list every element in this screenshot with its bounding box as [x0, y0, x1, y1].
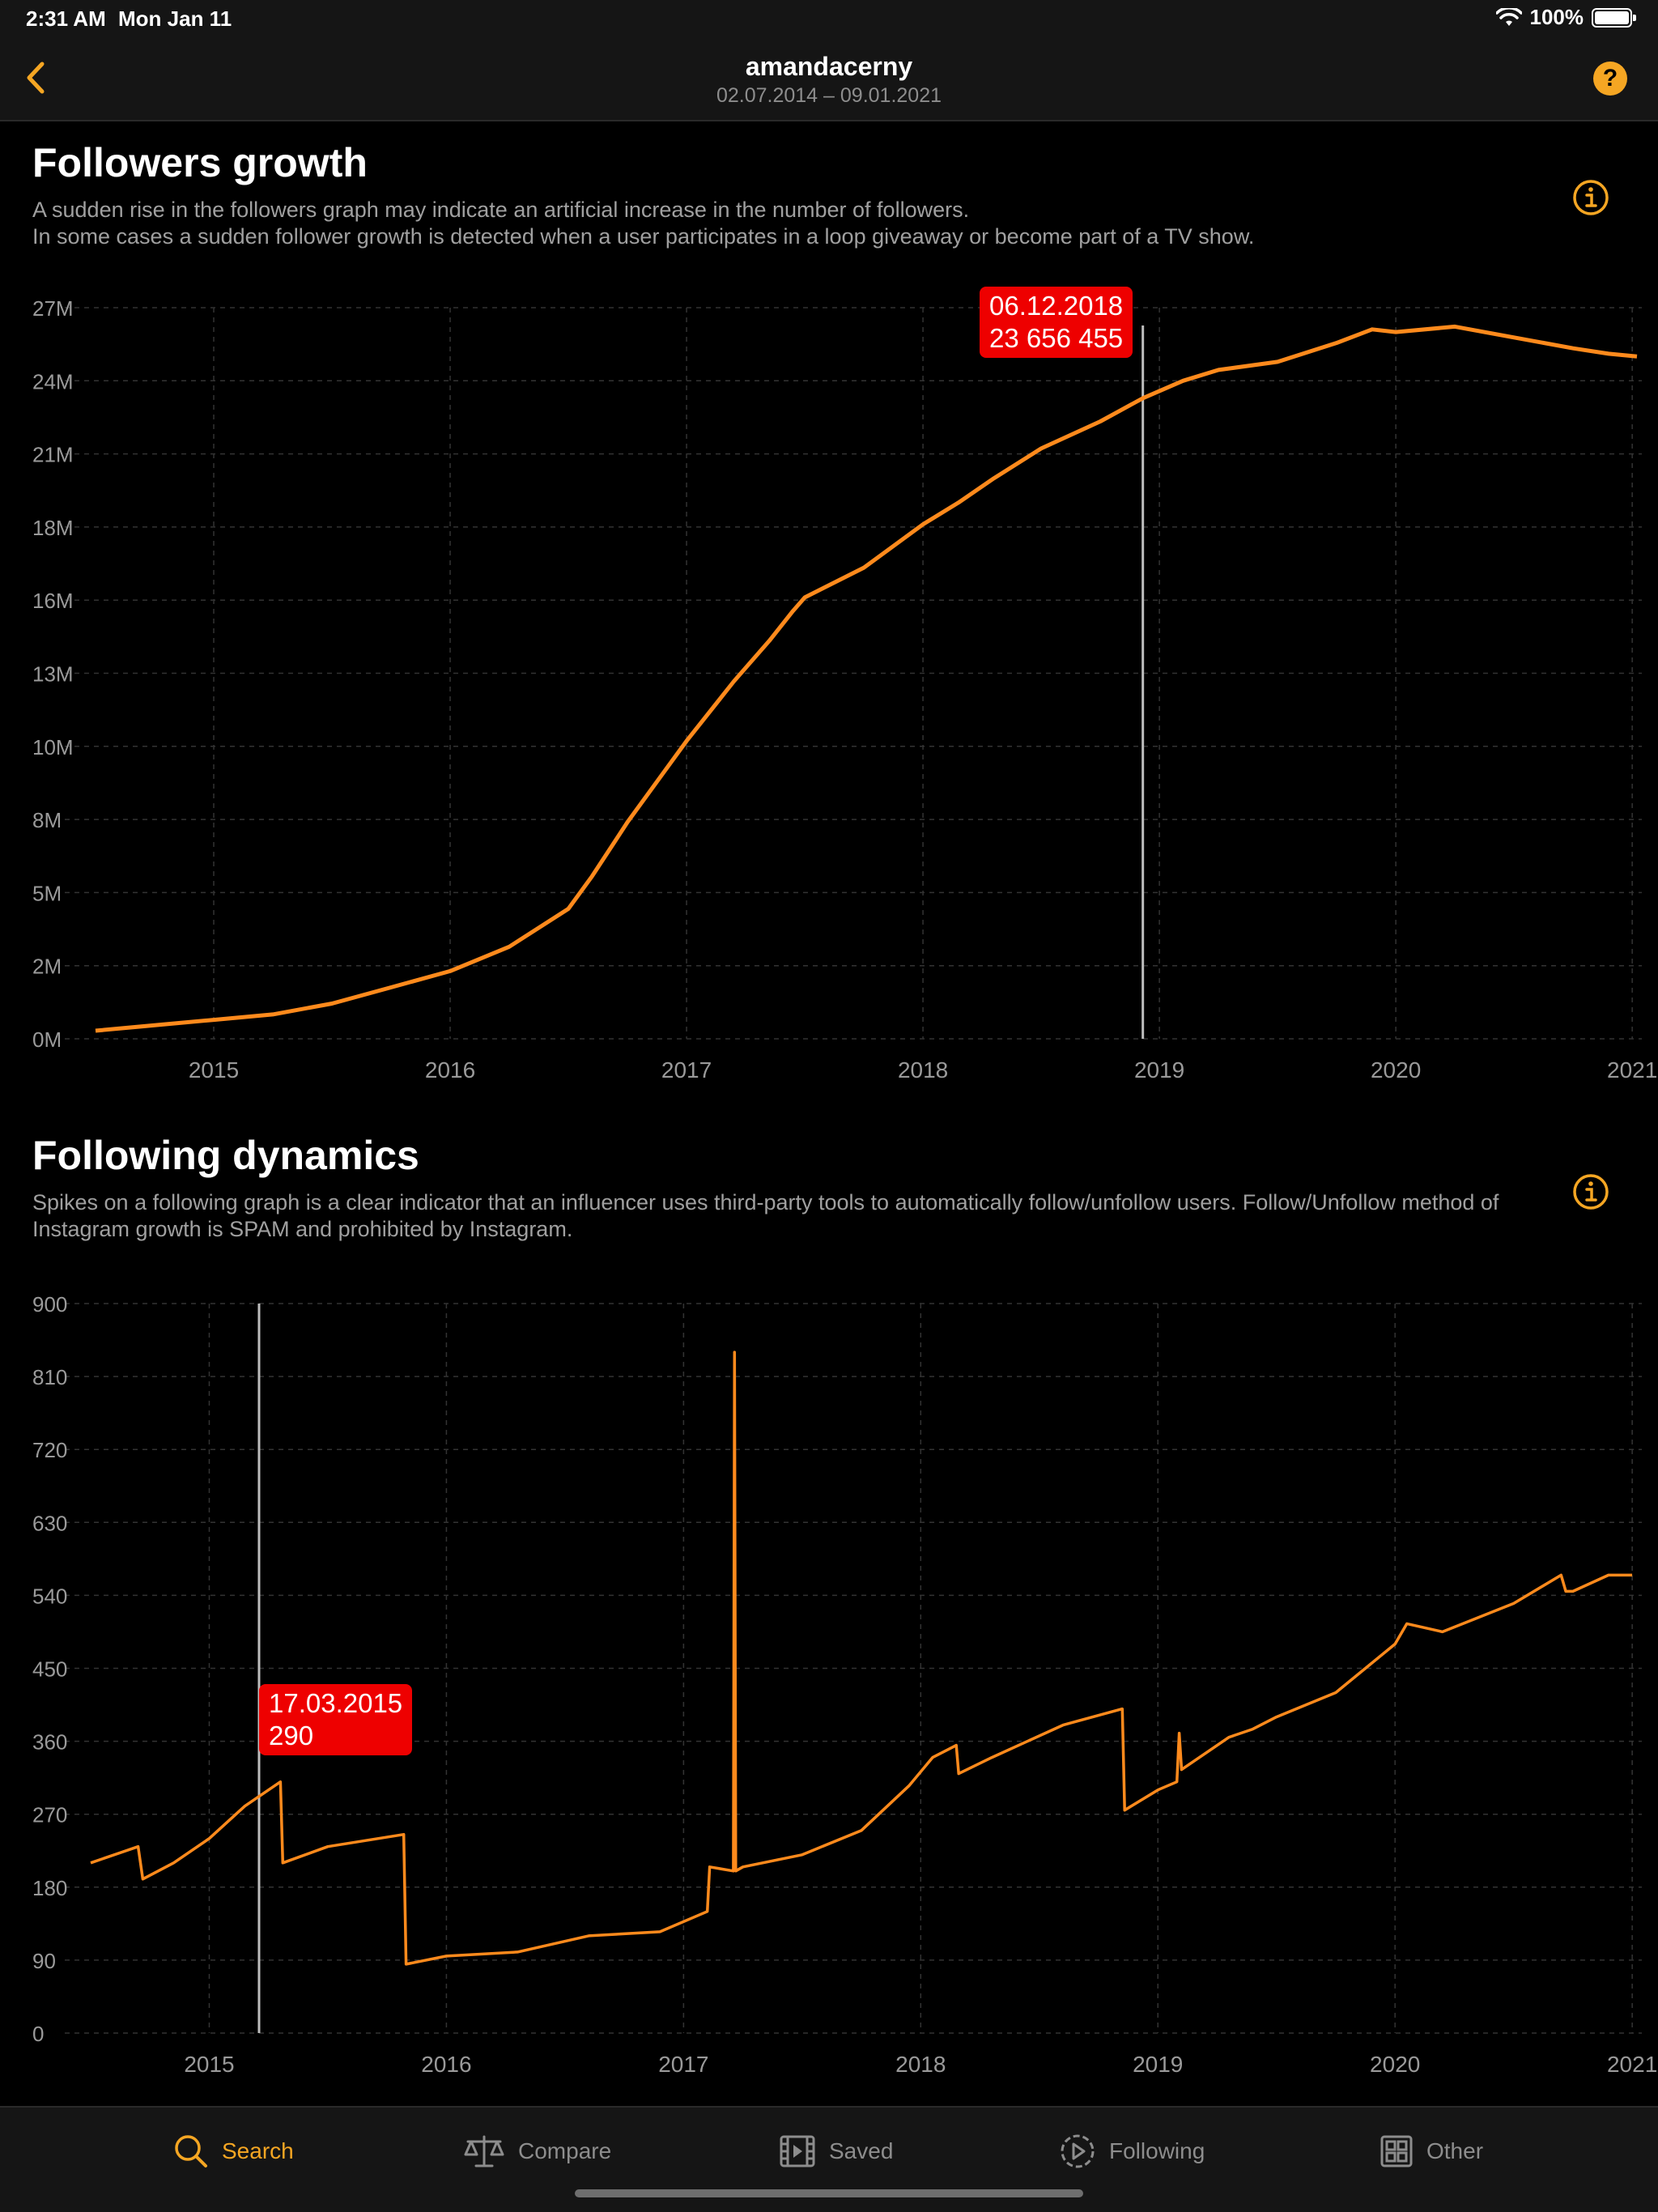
y-tick-label: 180: [32, 1876, 67, 1900]
info-icon[interactable]: [1572, 179, 1609, 216]
chevron-left-icon: [27, 62, 45, 94]
tooltip-date: 17.03.2015: [269, 1688, 403, 1718]
status-date: Mon Jan 11: [118, 6, 232, 31]
following-title: Following dynamics: [32, 1133, 419, 1178]
x-tick-label: 2020: [1370, 2052, 1420, 2077]
tab-label: Saved: [829, 2138, 894, 2163]
tooltip-value: 290: [269, 1721, 314, 1750]
film-icon: [780, 2135, 815, 2167]
battery-icon: [1592, 7, 1636, 28]
y-tick-label: 21M: [32, 443, 74, 467]
y-tick-label: 360: [32, 1730, 67, 1755]
y-tick-label: 900: [32, 1292, 67, 1317]
followers-desc-line2: In some cases a sudden follower growth i…: [32, 224, 1255, 249]
y-tick-label: 0M: [32, 1027, 62, 1052]
y-tick-label: 720: [32, 1438, 67, 1462]
x-tick-label: 2017: [658, 2052, 708, 2077]
followers-title: Followers growth: [32, 140, 368, 185]
tab-other[interactable]: Other: [1380, 2127, 1483, 2176]
wifi-icon: [1495, 7, 1522, 26]
tab-label: Compare: [518, 2138, 612, 2163]
home-indicator: [575, 2189, 1083, 2197]
date-range: 02.07.2014 – 09.01.2021: [716, 84, 942, 107]
status-indicators: 100%: [1495, 5, 1636, 30]
y-tick-label: 18M: [32, 516, 74, 540]
battery-percent: 100%: [1529, 5, 1584, 29]
search-icon: [175, 2135, 207, 2167]
followers-tooltip: 06.12.2018 23 656 455: [980, 287, 1133, 358]
series-line: [95, 324, 1638, 1033]
tab-saved[interactable]: Saved: [779, 2127, 893, 2176]
help-button[interactable]: ?: [1593, 62, 1627, 96]
x-tick-label: 2017: [661, 1057, 712, 1083]
tab-search[interactable]: Search: [173, 2127, 294, 2176]
status-bar: 2:31 AM Mon Jan 11 100%: [0, 0, 1658, 39]
tab-label: Other: [1426, 2138, 1484, 2163]
y-tick-label: 0: [32, 2022, 44, 2046]
x-tick-label: 2018: [895, 2052, 946, 2077]
y-tick-label: 540: [32, 1584, 67, 1608]
back-button[interactable]: [15, 55, 55, 100]
x-tick-label: 2020: [1371, 1057, 1421, 1083]
y-tick-label: 450: [32, 1657, 67, 1682]
followers-description: A sudden rise in the followers graph may…: [32, 197, 1538, 250]
following-chart[interactable]: 900 810 720 630 540 450 360 270 180 90 0 2015 2016 20…: [0, 1271, 1658, 2081]
followers-chart-svg: 27M 24M 21M 18M 16M 13M 10M 8M 5M 2M 0M 2015 2016 201…: [32, 296, 1657, 1083]
x-tick-label: 2016: [421, 2052, 471, 2077]
y-tick-label: 16M: [32, 589, 74, 613]
tooltip-value: 23 656 455: [989, 323, 1124, 353]
y-tick-label: 10M: [32, 735, 74, 759]
page-title: amandacerny: [745, 52, 913, 81]
tooltip-date: 06.12.2018: [989, 291, 1124, 321]
status-time: 2:31 AM: [26, 6, 106, 31]
x-tick-label: 2021: [1607, 2052, 1657, 2077]
tab-following[interactable]: Following: [1059, 2127, 1205, 2176]
x-tick-label: 2015: [189, 1057, 239, 1083]
x-tick-label: 2018: [898, 1057, 948, 1083]
grid-icon: [1380, 2135, 1413, 2167]
y-tick-label: 90: [32, 1949, 56, 1973]
y-tick-label: 2M: [32, 955, 62, 979]
x-tick-label: 2019: [1133, 2052, 1183, 2077]
scale-icon: [464, 2135, 504, 2167]
following-description: Spikes on a following graph is a clear i…: [32, 1190, 1499, 1241]
navigation-bar: amandacerny 02.07.2014 – 09.01.2021 ?: [0, 39, 1658, 121]
y-tick-label: 630: [32, 1511, 67, 1535]
following-tooltip: 17.03.2015 290: [259, 1684, 413, 1755]
x-tick-label: 2016: [425, 1057, 475, 1083]
tab-label: Search: [222, 2138, 294, 2163]
y-tick-label: 810: [32, 1365, 67, 1389]
y-tick-label: 5M: [32, 881, 62, 905]
series-line: [90, 1351, 1633, 1966]
tab-compare[interactable]: Compare: [463, 2127, 611, 2176]
tab-label: Following: [1109, 2138, 1205, 2163]
y-tick-label: 8M: [32, 808, 62, 832]
y-tick-label: 24M: [32, 369, 74, 393]
x-tick-label: 2015: [184, 2052, 234, 2077]
followers-chart[interactable]: 27M 24M 21M 18M 16M 13M 10M 8M 5M 2M 0M 2015 2016 201…: [0, 275, 1658, 1085]
y-tick-label: 270: [32, 1803, 67, 1827]
y-tick-label: 13M: [32, 662, 74, 687]
info-icon[interactable]: [1572, 1173, 1609, 1210]
followers-desc-line1: A sudden rise in the followers graph may…: [32, 198, 970, 222]
y-tick-label: 27M: [32, 296, 74, 321]
x-tick-label: 2021: [1607, 1057, 1657, 1083]
x-tick-label: 2019: [1134, 1057, 1184, 1083]
play-circle-icon: [1061, 2134, 1095, 2168]
